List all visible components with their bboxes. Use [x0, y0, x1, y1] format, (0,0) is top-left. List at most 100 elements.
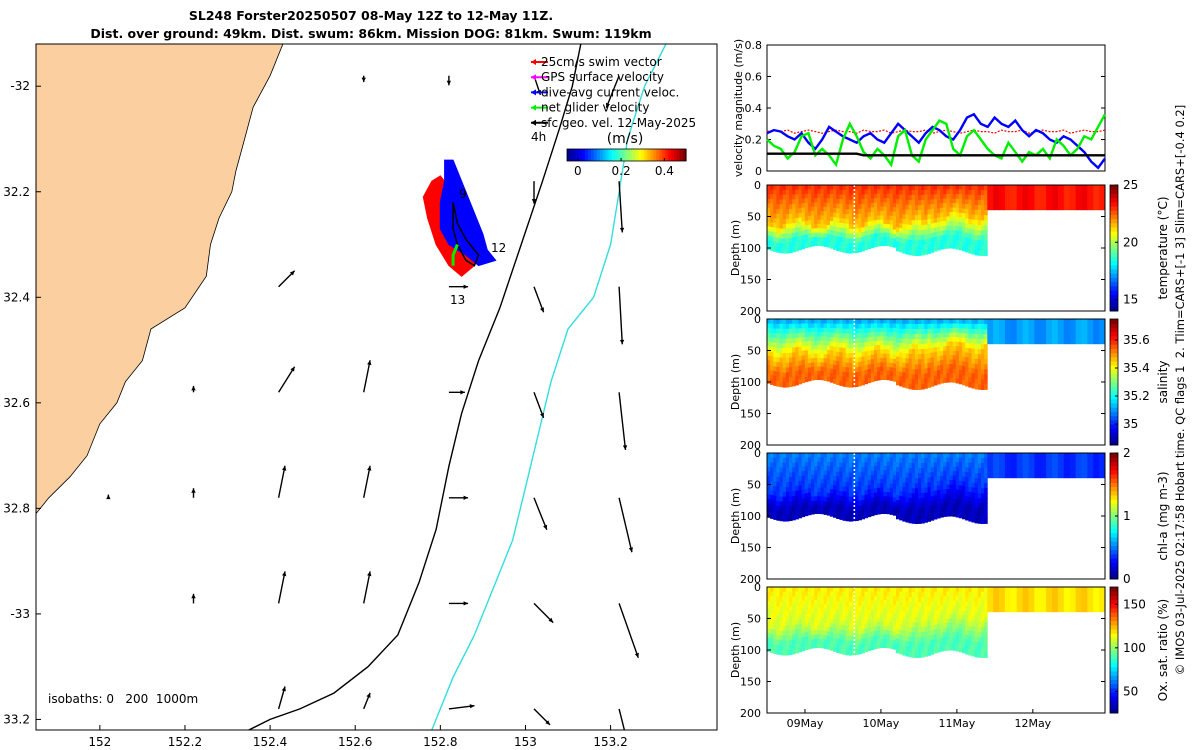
section-cell	[971, 368, 976, 374]
section-cell	[852, 611, 856, 617]
section-cell	[870, 229, 875, 235]
section-cell	[814, 479, 818, 484]
section-shallow-cell	[1087, 453, 1094, 479]
section-cell	[826, 587, 831, 592]
section-cell	[933, 375, 938, 381]
section-cell	[952, 234, 957, 240]
section-cell	[946, 194, 950, 199]
section-cell	[845, 204, 850, 210]
section-cell	[886, 219, 891, 225]
section-cell	[946, 207, 950, 213]
section-cell	[792, 639, 796, 645]
colorbar-swatch	[659, 149, 663, 161]
section-cell	[811, 600, 815, 605]
section-cell	[829, 605, 834, 611]
section-cell	[773, 453, 777, 459]
section-cell	[836, 615, 840, 621]
section-cell	[826, 591, 831, 597]
section-cell	[776, 515, 780, 521]
section-cell	[952, 493, 957, 499]
section-cell	[971, 487, 976, 493]
section-cell	[858, 323, 862, 330]
section-cell	[826, 319, 831, 324]
section-cell	[936, 212, 941, 218]
section-cell	[883, 344, 887, 350]
section-cell	[965, 491, 969, 497]
section-cell	[776, 596, 780, 602]
section-cell	[864, 346, 869, 352]
section-cell	[858, 515, 862, 521]
section-cell	[949, 319, 954, 324]
section-cell	[770, 333, 774, 339]
section-cell	[962, 337, 966, 343]
section-cell	[943, 319, 947, 324]
section-cell	[943, 641, 947, 647]
section-cell	[955, 194, 960, 200]
section-cell	[858, 376, 862, 382]
section-cell	[767, 221, 771, 227]
section-cell	[949, 225, 954, 231]
colorbar-swatch	[575, 149, 580, 161]
section-cell	[905, 472, 910, 479]
section-cell	[943, 462, 947, 468]
section-cell	[902, 472, 906, 478]
section-colorbar-swatch	[1110, 352, 1118, 358]
section-cell	[924, 492, 928, 498]
section-cell	[836, 490, 840, 496]
section-ytick-label: 50	[747, 345, 761, 358]
section-cell	[924, 477, 928, 484]
section-cell	[855, 223, 859, 229]
glider-track	[452, 202, 480, 267]
section-cell	[889, 349, 894, 355]
section-cell	[804, 493, 809, 499]
section-cell	[886, 474, 891, 480]
section-cell	[924, 512, 928, 518]
section-cell	[930, 199, 935, 205]
section-cell	[848, 372, 853, 378]
section-cell	[933, 380, 938, 386]
section-cell	[877, 587, 881, 592]
section-cell	[921, 185, 925, 191]
section-cell	[905, 606, 910, 613]
section-cell	[829, 216, 834, 222]
section-cell	[836, 610, 840, 616]
section-colorbar-swatch	[1110, 679, 1118, 685]
section-cell	[908, 517, 913, 524]
section-cell	[896, 380, 900, 386]
section-cell	[848, 219, 853, 225]
sfc-vector	[618, 286, 625, 345]
section-cell	[817, 353, 821, 359]
section-cell	[908, 477, 913, 484]
section-cell	[946, 502, 950, 508]
section-cell	[801, 225, 806, 231]
section-cell	[892, 506, 897, 512]
section-cell	[861, 634, 865, 640]
section-cell	[820, 505, 825, 510]
section-cell	[949, 364, 954, 369]
section-cell	[911, 508, 916, 514]
section-cell	[955, 632, 960, 638]
section-cell	[801, 185, 806, 190]
section-cell	[785, 635, 790, 641]
section-cell	[811, 461, 815, 467]
section-cell	[958, 642, 963, 648]
section-cell	[817, 349, 821, 354]
section-cell	[933, 246, 938, 252]
section-cell	[848, 185, 853, 191]
section-cell	[836, 591, 840, 597]
section-cell	[905, 477, 910, 483]
section-cell	[811, 202, 815, 208]
section-cell	[826, 359, 831, 364]
section-cell	[905, 601, 910, 608]
section-cell	[908, 621, 913, 628]
section-cell	[833, 208, 837, 214]
section-cell	[958, 332, 963, 338]
section-cell	[914, 240, 919, 246]
section-cell	[807, 483, 812, 489]
section-cell	[905, 319, 910, 325]
section-cell	[965, 500, 969, 507]
section-colorbar-swatch	[1110, 306, 1118, 312]
section-cell	[921, 329, 925, 335]
section-cell	[826, 185, 831, 190]
section-cell	[930, 381, 935, 387]
